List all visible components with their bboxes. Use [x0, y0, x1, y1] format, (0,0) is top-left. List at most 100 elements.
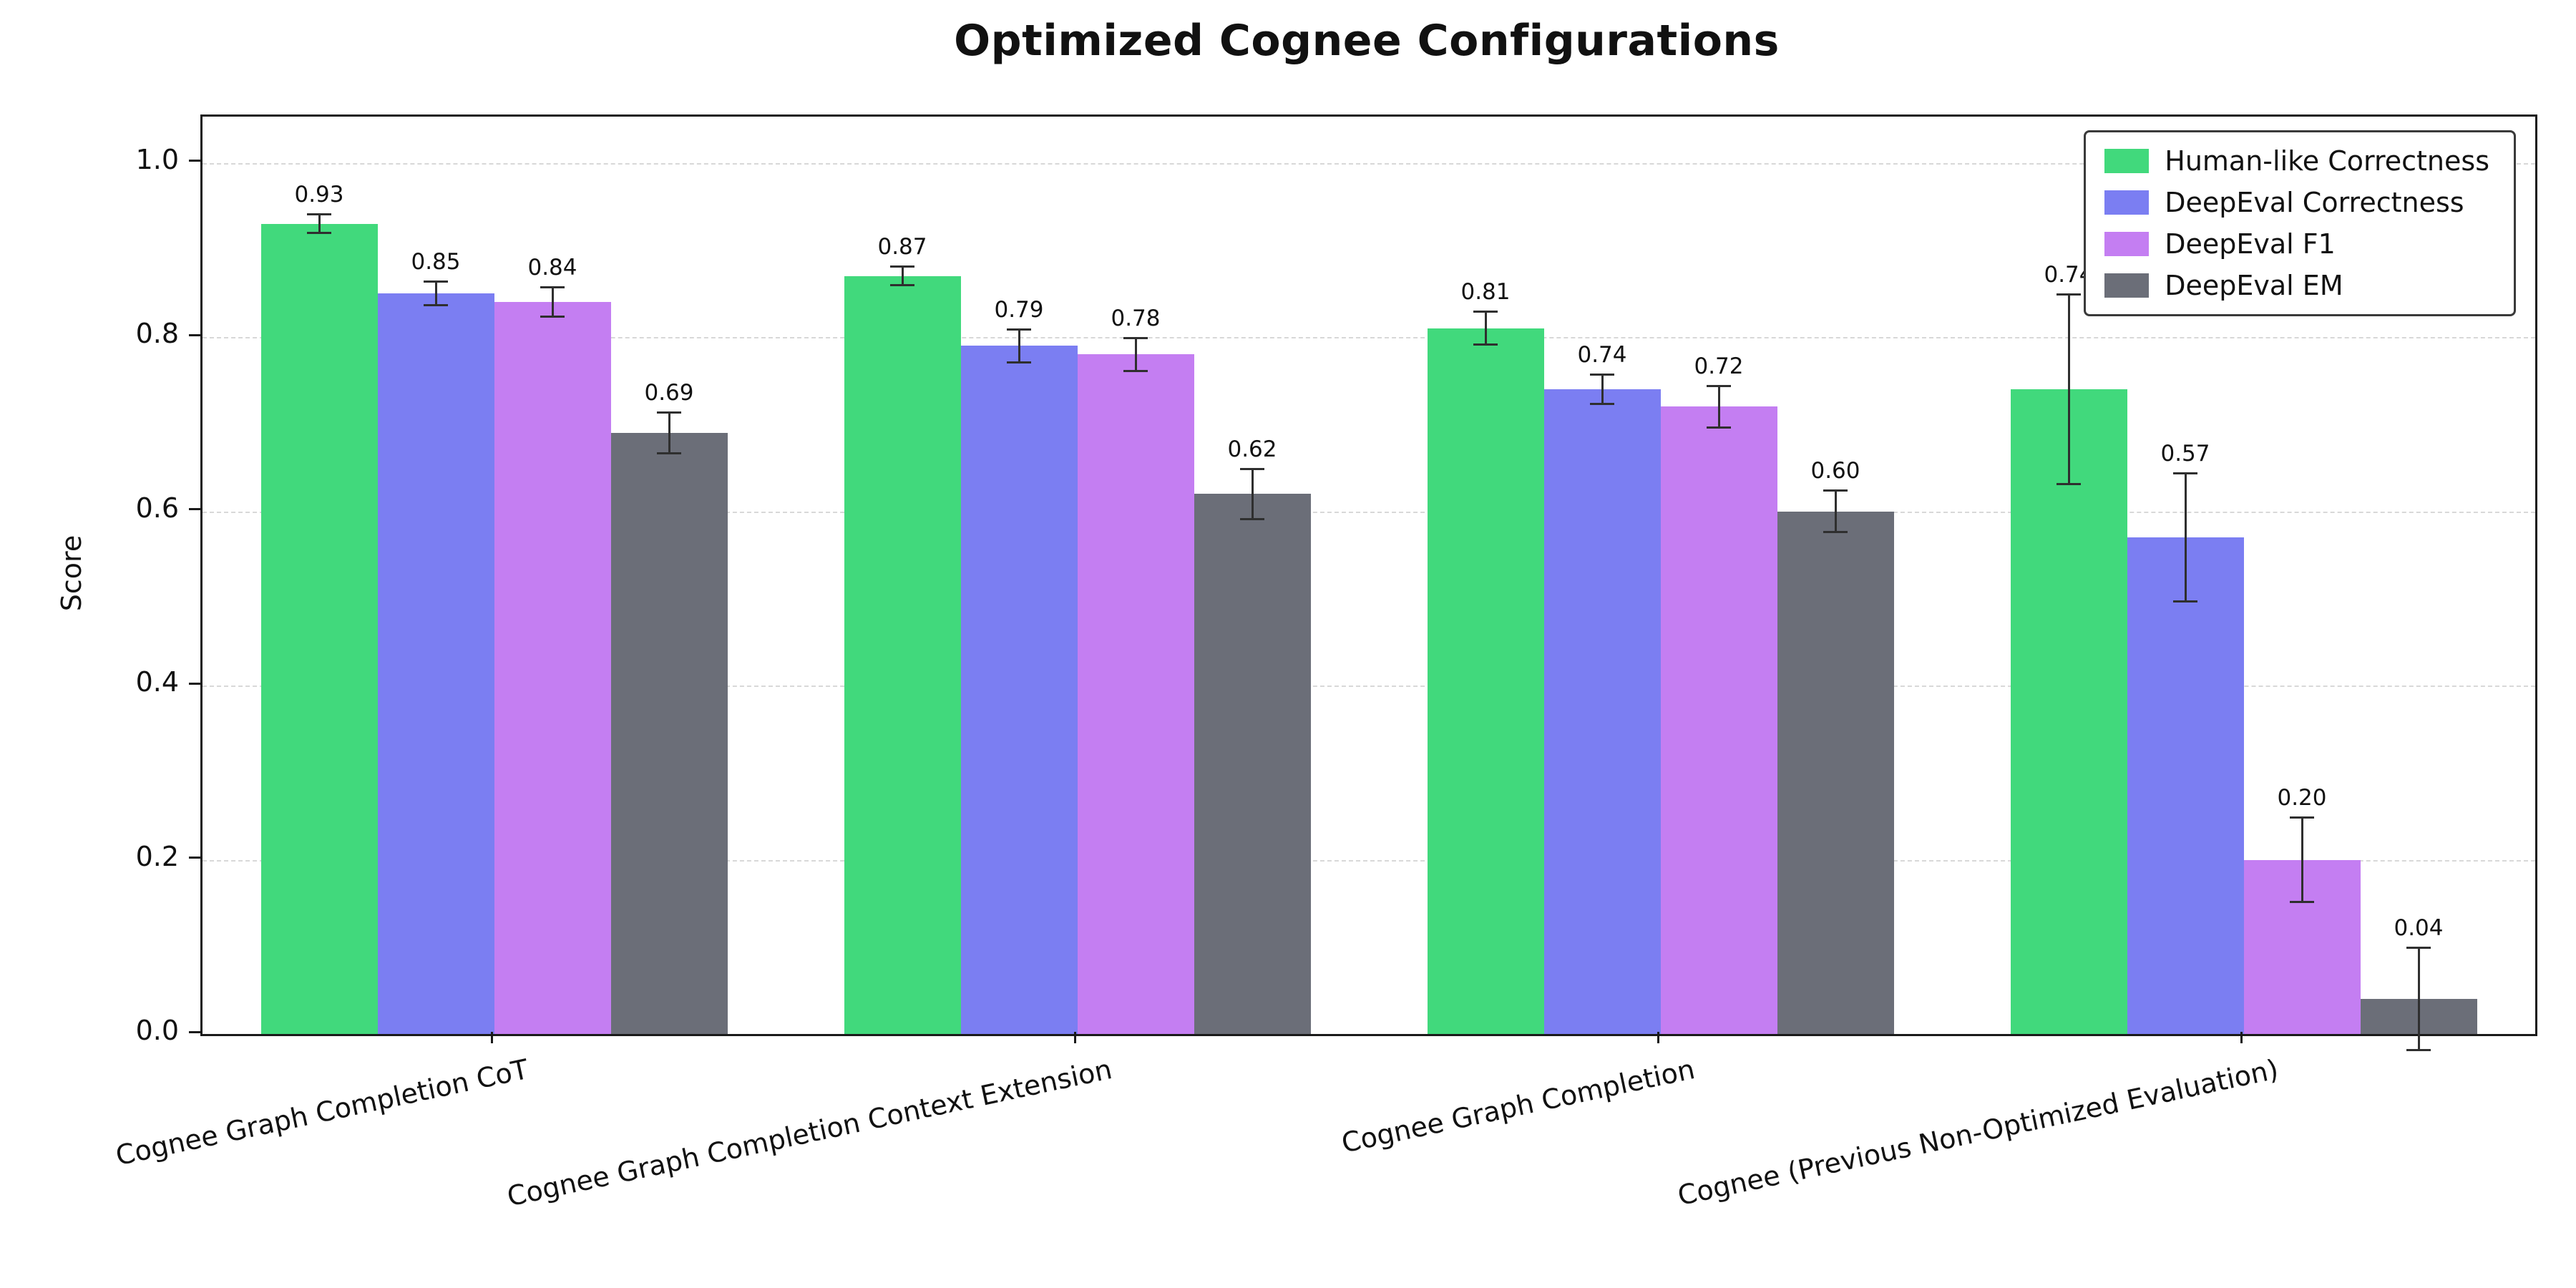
legend-item: Human-like Correctness	[2104, 145, 2489, 177]
error-bar-line	[1717, 384, 1720, 429]
error-bar-cap-bottom	[1823, 530, 1848, 533]
legend-swatch	[2104, 190, 2150, 215]
error-bar-cap-top	[1590, 374, 1614, 376]
y-tick-mark	[189, 1030, 200, 1033]
y-tick-mark	[189, 682, 200, 685]
error-bar	[424, 280, 448, 307]
gridline	[203, 511, 2535, 513]
bar-value-label: 0.62	[1227, 436, 1277, 462]
error-bar	[890, 265, 914, 287]
legend-swatch	[2104, 273, 2150, 298]
error-bar-cap-bottom	[1123, 369, 1148, 372]
error-bar-line	[2417, 947, 2420, 1052]
error-bar-cap-bottom	[1240, 517, 1264, 520]
y-tick-label: 0.8	[135, 318, 179, 350]
gridline	[203, 337, 2535, 339]
error-bar-cap-bottom	[1007, 361, 1031, 364]
bar-value-label: 0.20	[2277, 784, 2327, 811]
error-bar	[1590, 374, 1614, 405]
legend-item: DeepEval EM	[2104, 270, 2489, 301]
error-bar-cap-top	[2173, 472, 2197, 474]
error-bar-cap-bottom	[2290, 901, 2314, 904]
y-tick-label: 0.6	[135, 492, 179, 524]
error-bar	[1007, 328, 1031, 364]
bar	[960, 346, 1078, 1034]
error-bar	[1123, 337, 1148, 372]
y-tick-mark	[189, 333, 200, 336]
bar-value-label: 0.60	[1810, 458, 1860, 484]
legend-swatch	[2104, 232, 2150, 256]
y-tick-label: 0.4	[135, 666, 179, 698]
bar	[1777, 511, 1894, 1034]
error-bar-line	[1134, 337, 1137, 372]
bar	[1194, 494, 1311, 1034]
error-bar	[2057, 293, 2081, 485]
y-tick-mark	[189, 160, 200, 162]
legend-label: DeepEval F1	[2165, 228, 2336, 260]
error-bar	[657, 411, 681, 455]
bar	[1427, 328, 1544, 1034]
error-bar	[1473, 311, 1498, 346]
legend-swatch	[2104, 149, 2150, 173]
y-tick-mark	[189, 857, 200, 859]
error-bar-cap-bottom	[890, 284, 914, 287]
x-tick-label: Cognee Graph Completion Context Extensio…	[504, 1053, 1115, 1213]
bar-value-label: 0.72	[1694, 353, 1744, 379]
error-bar-cap-top	[1240, 467, 1264, 470]
bar-value-label: 0.84	[527, 255, 577, 281]
y-tick-label: 1.0	[135, 143, 179, 175]
error-bar-line	[434, 280, 437, 307]
error-bar-cap-bottom	[424, 304, 448, 307]
error-bar-cap-bottom	[2057, 482, 2081, 485]
chart-title: Optimized Cognee Configurations	[954, 16, 1780, 66]
y-tick-mark	[189, 508, 200, 511]
y-tick-label: 0.0	[135, 1015, 179, 1046]
bar	[377, 293, 494, 1034]
error-bar-cap-top	[424, 280, 448, 283]
bar	[1077, 354, 1194, 1034]
gridline	[203, 859, 2535, 862]
error-bar-cap-top	[2057, 293, 2081, 296]
bar	[494, 302, 611, 1034]
error-bar-cap-top	[1007, 328, 1031, 331]
gridline	[203, 162, 2535, 165]
error-bar-cap-top	[1473, 311, 1498, 313]
bar-value-label: 0.87	[877, 234, 927, 260]
legend-label: DeepEval Correctness	[2165, 187, 2464, 218]
error-bar-line	[1018, 328, 1020, 364]
bar	[2010, 389, 2127, 1034]
bar	[610, 432, 728, 1034]
error-bar-cap-bottom	[2406, 1049, 2431, 1052]
error-bar-cap-top	[2406, 947, 2431, 950]
error-bar	[1823, 489, 1848, 533]
bar	[844, 275, 961, 1034]
error-bar-line	[1251, 467, 1254, 520]
error-bar-cap-bottom	[1590, 402, 1614, 405]
legend-label: DeepEval EM	[2165, 270, 2343, 301]
x-tick-mark	[1657, 1032, 1659, 1043]
error-bar	[2406, 947, 2431, 1052]
legend-item: DeepEval F1	[2104, 228, 2489, 260]
error-bar-line	[901, 265, 904, 287]
x-tick-mark	[1074, 1032, 1076, 1043]
error-bar	[1240, 467, 1264, 520]
error-bar-cap-bottom	[540, 316, 565, 318]
error-bar-line	[1484, 311, 1487, 346]
error-bar-cap-bottom	[1473, 343, 1498, 346]
error-bar-cap-bottom	[1707, 426, 1731, 429]
error-bar-cap-bottom	[2173, 600, 2197, 603]
error-bar	[540, 286, 565, 318]
error-bar-line	[551, 286, 554, 318]
error-bar-line	[2067, 293, 2070, 485]
error-bar	[1707, 384, 1731, 429]
bar	[1660, 406, 1777, 1034]
error-bar-line	[668, 411, 670, 455]
bar-value-label: 0.78	[1111, 306, 1161, 332]
x-tick-mark	[491, 1032, 493, 1043]
error-bar-cap-top	[1707, 384, 1731, 387]
bar	[260, 223, 378, 1034]
x-tick-mark	[2240, 1032, 2243, 1043]
error-bar	[2290, 816, 2314, 904]
y-tick-label: 0.2	[135, 840, 179, 872]
legend: Human-like Correctness DeepEval Correctne…	[2084, 130, 2516, 316]
